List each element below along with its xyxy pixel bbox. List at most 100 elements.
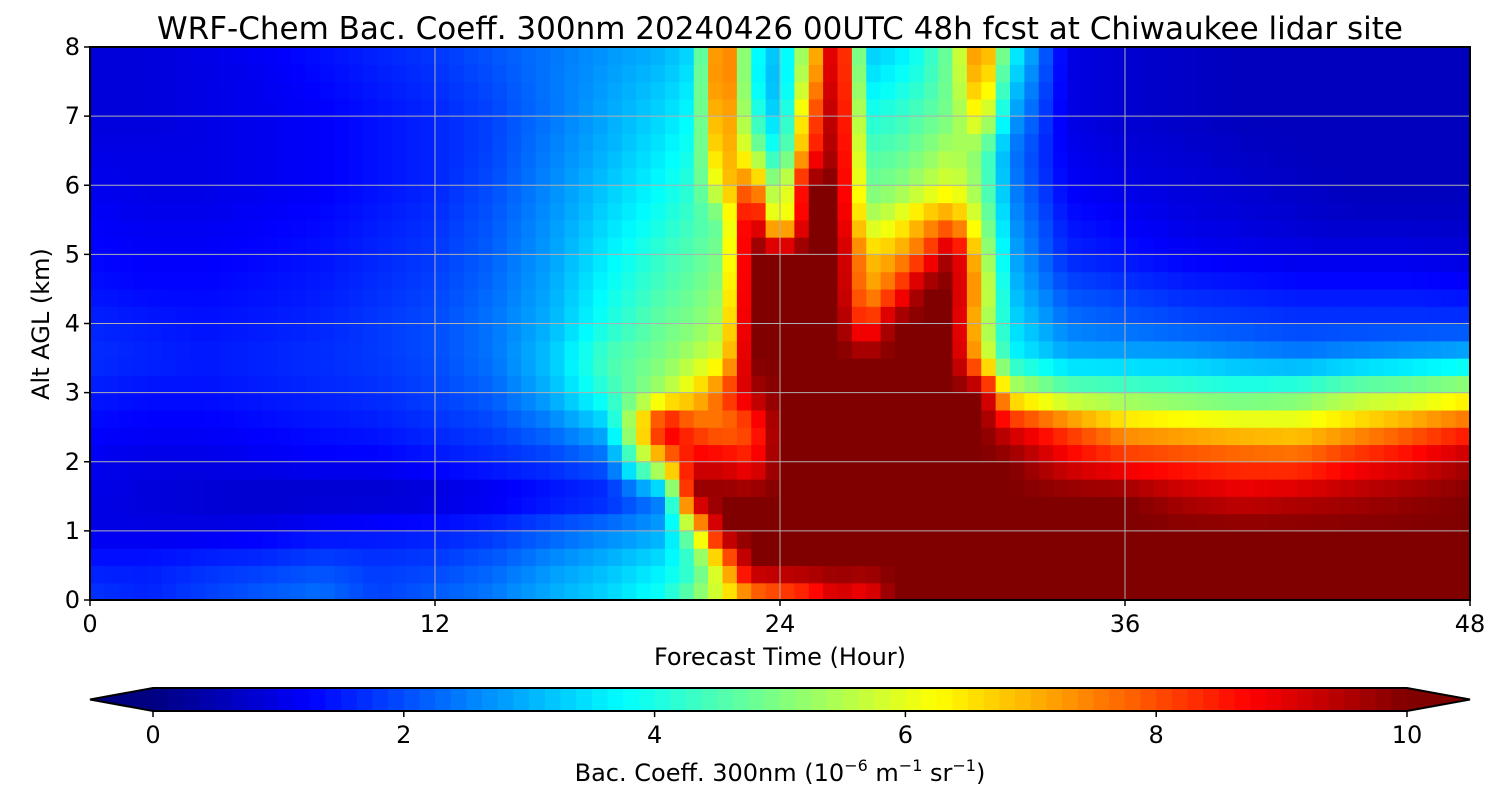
heatmap-cell xyxy=(1096,392,1112,411)
heatmap-cell xyxy=(665,479,680,497)
heatmap-cell xyxy=(938,565,954,584)
heatmap-cell xyxy=(895,116,910,135)
heatmap-cell xyxy=(305,392,321,411)
heatmap-cell xyxy=(564,167,580,186)
heatmap-cell xyxy=(334,219,350,238)
heatmap-cell xyxy=(665,513,680,532)
heatmap-cell xyxy=(391,479,407,497)
heatmap-cell xyxy=(650,288,666,307)
heatmap-cell xyxy=(880,427,896,446)
heatmap-cell xyxy=(938,202,954,221)
heatmap-cell xyxy=(693,358,709,376)
heatmap-cell xyxy=(1110,288,1126,307)
heatmap-cell xyxy=(578,219,594,238)
heatmap-cell xyxy=(305,185,321,204)
heatmap-cell xyxy=(1067,98,1083,117)
heatmap-cell xyxy=(895,254,910,273)
heatmap-cell xyxy=(161,219,177,238)
heatmap-cell xyxy=(1240,47,1255,65)
heatmap-cell xyxy=(1326,306,1342,325)
heatmap-cell xyxy=(593,565,609,584)
heatmap-cell xyxy=(1340,202,1356,221)
heatmap-cell xyxy=(866,167,882,186)
heatmap-cell xyxy=(1340,340,1356,359)
heatmap-cell xyxy=(1225,375,1241,394)
heatmap-cell xyxy=(952,409,968,428)
heatmap-cell xyxy=(176,409,192,428)
heatmap-cell xyxy=(880,530,896,549)
heatmap-cell xyxy=(190,306,206,325)
heatmap-cell xyxy=(607,427,623,446)
heatmap-cell xyxy=(1168,582,1184,601)
colorbar-swatch xyxy=(1203,688,1220,711)
heatmap-cell xyxy=(1139,64,1155,83)
heatmap-cell xyxy=(780,392,795,411)
heatmap-cell xyxy=(205,116,220,135)
heatmap-cell xyxy=(780,496,795,515)
heatmap-cell xyxy=(262,496,278,515)
heatmap-cell xyxy=(463,323,479,342)
heatmap-cell xyxy=(1182,375,1198,394)
heatmap-cell xyxy=(492,582,508,601)
heatmap-cell xyxy=(1254,219,1270,238)
heatmap-cell xyxy=(1081,202,1097,221)
heatmap-cell xyxy=(435,202,450,221)
heatmap-cell xyxy=(176,219,192,238)
heatmap-cell xyxy=(1182,116,1198,135)
heatmap-cell xyxy=(808,271,824,290)
heatmap-cell xyxy=(909,185,925,204)
heatmap-cell xyxy=(823,98,839,117)
heatmap-cell xyxy=(564,98,580,117)
heatmap-cell xyxy=(1196,202,1212,221)
heatmap-cell xyxy=(1153,513,1169,532)
heatmap-cell xyxy=(506,306,522,325)
heatmap-cell xyxy=(1240,116,1255,135)
heatmap-cell xyxy=(1426,479,1442,497)
heatmap-cell xyxy=(506,81,522,100)
heatmap-cell xyxy=(391,219,407,238)
heatmap-cell xyxy=(1211,150,1227,169)
heatmap-cell xyxy=(823,167,839,186)
heatmap-cell xyxy=(938,496,954,515)
heatmap-cell xyxy=(1340,185,1356,204)
heatmap-cell xyxy=(1182,323,1198,342)
heatmap-cell xyxy=(1254,150,1270,169)
heatmap-cell xyxy=(1369,116,1385,135)
y-axis-label: Alt AGL (km) xyxy=(27,248,55,400)
heatmap-cell xyxy=(1182,98,1198,117)
heatmap-cell xyxy=(621,444,637,463)
heatmap-cell xyxy=(118,167,134,186)
heatmap-cell xyxy=(1268,444,1284,463)
heatmap-cell xyxy=(1426,427,1442,446)
colorbar-swatch xyxy=(388,688,405,711)
heatmap-cell xyxy=(751,202,767,221)
heatmap-cell xyxy=(851,582,867,601)
heatmap-cell xyxy=(895,150,910,169)
heatmap-cell xyxy=(1139,392,1155,411)
heatmap-cell xyxy=(147,288,163,307)
heatmap-cell xyxy=(305,116,321,135)
heatmap-cell xyxy=(578,202,594,221)
heatmap-cell xyxy=(650,392,666,411)
heatmap-cell xyxy=(262,513,278,532)
heatmap-cell xyxy=(1067,496,1083,515)
heatmap-cell xyxy=(1398,582,1414,601)
heatmap-cell xyxy=(205,427,220,446)
heatmap-cell xyxy=(1024,306,1040,325)
heatmap-cell xyxy=(1326,219,1342,238)
heatmap-cell xyxy=(320,479,335,497)
heatmap-cell xyxy=(276,116,292,135)
heatmap-cell xyxy=(794,98,810,117)
heatmap-cell xyxy=(1125,202,1140,221)
heatmap-cell xyxy=(1340,479,1356,497)
heatmap-cell xyxy=(593,513,609,532)
heatmap-cell xyxy=(133,565,149,584)
colorbar-swatch xyxy=(1077,688,1095,711)
heatmap-cell xyxy=(348,64,364,83)
heatmap-cell xyxy=(320,565,335,584)
heatmap-cell xyxy=(1168,392,1184,411)
heatmap-cell xyxy=(650,133,666,152)
heatmap-cell xyxy=(607,358,623,376)
heatmap-cell xyxy=(506,47,522,65)
heatmap-cell xyxy=(90,271,105,290)
